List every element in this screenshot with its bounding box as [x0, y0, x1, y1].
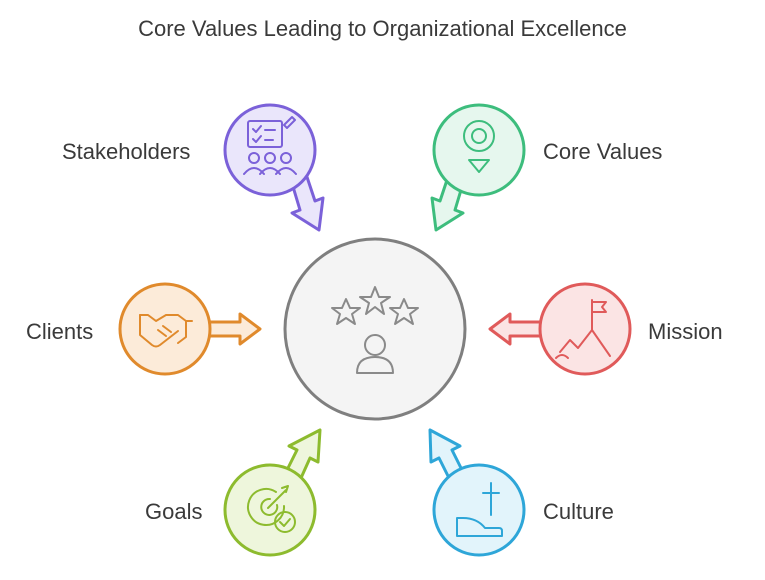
node-stakeholders: [223, 103, 325, 232]
node-clients: [118, 282, 262, 376]
node-mission: [488, 282, 632, 376]
node-core-values: [430, 103, 526, 232]
checklist-people-icon: [243, 116, 297, 175]
label-goals: Goals: [145, 499, 203, 524]
cross-hand-icon: [456, 482, 503, 537]
node-culture: [428, 428, 526, 557]
handshake-icon: [139, 314, 193, 348]
label-clients: Clients: [26, 319, 94, 344]
label-stakeholders: Stakeholders: [62, 139, 191, 164]
center-node: [283, 237, 467, 421]
mountain-flag-icon: [555, 299, 611, 359]
target-pin-icon: [463, 120, 495, 173]
label-mission: Mission: [648, 319, 723, 344]
node-goals: [223, 428, 322, 557]
three-stars-person-icon: [331, 286, 419, 374]
target-check-icon: [247, 485, 296, 533]
label-core-values: Core Values: [543, 139, 663, 164]
label-culture: Culture: [543, 499, 614, 524]
diagram-title: Core Values Leading to Organizational Ex…: [138, 16, 627, 41]
